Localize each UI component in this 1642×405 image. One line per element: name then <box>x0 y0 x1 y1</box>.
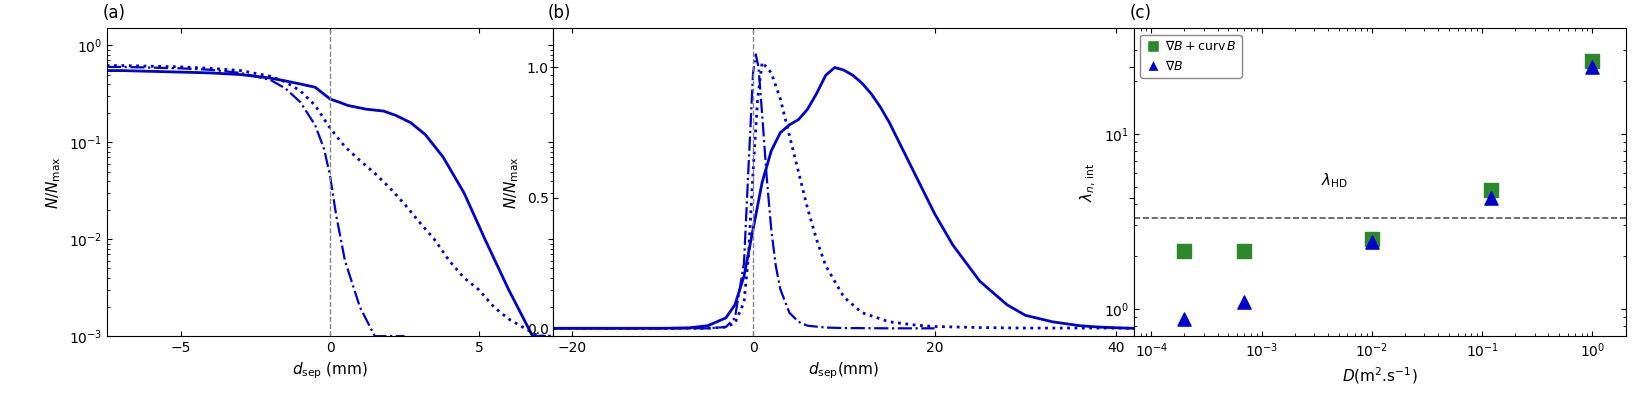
Text: (c): (c) <box>1130 4 1151 22</box>
X-axis label: $D$(m$^2$.s$^{-1}$): $D$(m$^2$.s$^{-1}$) <box>1342 365 1417 386</box>
Point <box>1580 58 1606 64</box>
Y-axis label: $\lambda_{n,\,\mathrm{int}}$: $\lambda_{n,\,\mathrm{int}}$ <box>1079 162 1098 202</box>
X-axis label: $d_\mathrm{sep}$ (mm): $d_\mathrm{sep}$ (mm) <box>292 360 368 381</box>
Point <box>1358 236 1384 243</box>
Y-axis label: $N/N_\mathrm{max}$: $N/N_\mathrm{max}$ <box>502 156 521 209</box>
Y-axis label: $N/N_\mathrm{max}$: $N/N_\mathrm{max}$ <box>44 156 62 209</box>
Point <box>1358 239 1384 246</box>
X-axis label: $d_\mathrm{sep}$(mm): $d_\mathrm{sep}$(mm) <box>808 360 880 381</box>
Point <box>1478 186 1504 193</box>
Legend: $\nabla B + \mathrm{curv}\, B$, $\nabla B$: $\nabla B + \mathrm{curv}\, B$, $\nabla … <box>1141 34 1241 78</box>
Point <box>1232 247 1258 254</box>
Point <box>1171 315 1197 322</box>
Point <box>1232 298 1258 305</box>
Text: (b): (b) <box>548 4 571 22</box>
Point <box>1580 64 1606 70</box>
Text: $\lambda_\mathrm{HD}$: $\lambda_\mathrm{HD}$ <box>1320 171 1348 190</box>
Text: (a): (a) <box>102 4 125 22</box>
Point <box>1478 195 1504 201</box>
Point <box>1171 247 1197 254</box>
